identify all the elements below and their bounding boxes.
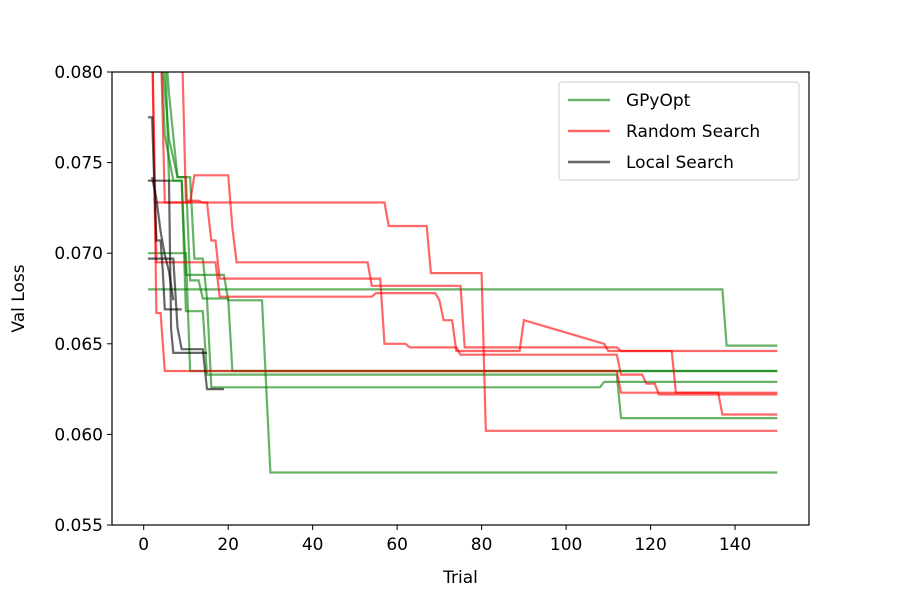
y-tick-label: 0.055: [54, 516, 103, 536]
legend-label-gpyopt: GPyOpt: [626, 91, 691, 111]
series-line-random-search-9: [156, 201, 778, 396]
y-tick-label: 0.070: [54, 244, 103, 264]
series-line-local-search-13: [147, 257, 224, 391]
y-tick-label: 0.075: [54, 154, 103, 174]
series-line-local-search-11: [147, 116, 182, 311]
y-ticks: 0.055 0.060 0.065 0.070 0.075 0.080: [54, 63, 112, 536]
series-line-random-search-8: [181, 72, 778, 432]
x-ticks: 0 20 40 60 80 100 120 140: [138, 525, 751, 555]
x-tick-label: 0: [138, 535, 149, 555]
series-line-gpyopt-0: [147, 288, 778, 347]
x-tick-label: 20: [217, 535, 239, 555]
series-layer: [147, 72, 778, 474]
x-tick-label: 40: [302, 535, 324, 555]
axes-frame: [111, 71, 810, 526]
series-line-local-search-14: [151, 176, 175, 301]
y-tick-label: 0.080: [54, 63, 103, 83]
y-axis-label: Val Loss: [9, 264, 29, 332]
y-tick-label: 0.060: [54, 425, 103, 445]
series-line-gpyopt-1: [166, 72, 778, 389]
x-tick-label: 60: [386, 535, 408, 555]
x-tick-label: 140: [719, 535, 751, 555]
series-line-gpyopt-4: [164, 72, 778, 420]
legend-label-random-search: Random Search: [626, 122, 760, 142]
x-tick-label: 100: [550, 535, 582, 555]
legend-label-local-search: Local Search: [626, 153, 734, 173]
series-line-random-search-7: [160, 72, 778, 353]
y-tick-label: 0.065: [54, 335, 103, 355]
series-line-random-search-10: [151, 72, 778, 416]
x-axis-label: Trial: [442, 568, 478, 588]
x-tick-label: 120: [634, 535, 666, 555]
series-line-random-search-6: [151, 72, 778, 394]
x-tick-label: 80: [471, 535, 493, 555]
legend: GPyOpt Random Search Local Search: [558, 81, 800, 181]
series-line-gpyopt-2: [162, 72, 778, 373]
series-line-local-search-12: [147, 179, 207, 354]
legend-box: [558, 81, 800, 181]
